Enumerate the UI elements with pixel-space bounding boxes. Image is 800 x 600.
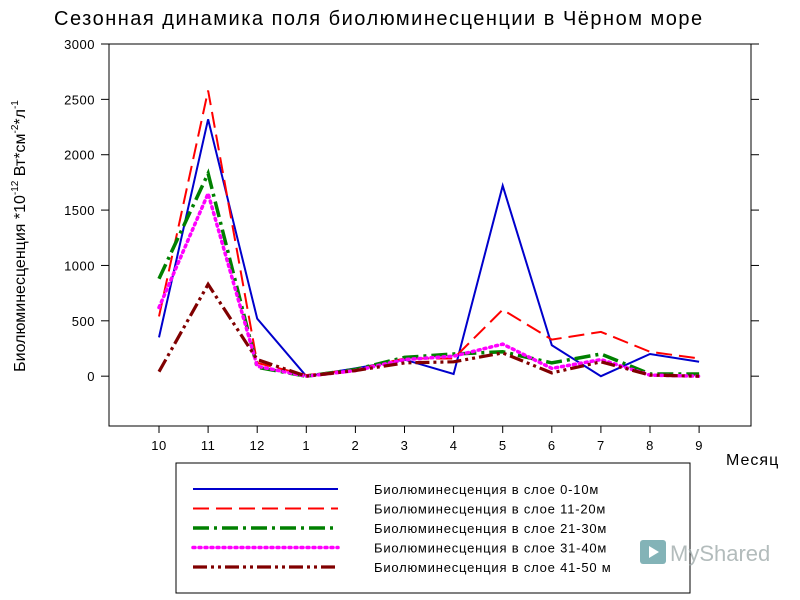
x-tick-label: 11 [201, 438, 216, 453]
y-tick-label: 1500 [64, 203, 95, 218]
y-axis-label-exp1: -12 [10, 180, 21, 195]
x-tick-label: 5 [499, 438, 507, 453]
y-axis-label-mid: Вт*см [12, 134, 29, 181]
y-tick-label: 500 [72, 314, 95, 329]
series-line-4 [157, 188, 701, 378]
y-tick-label: 0 [87, 369, 95, 384]
x-tick-label: 7 [597, 438, 605, 453]
x-tick-label: 2 [352, 438, 360, 453]
y-axis-label: Биолюминесценция *10-12 Вт*см-2*л-1 [10, 100, 29, 372]
x-axis-label: Месяц [726, 452, 779, 469]
y-axis-label-exp2: -2 [10, 124, 21, 133]
series-line-2 [158, 90, 700, 377]
watermark-text: MyShared [670, 541, 770, 566]
x-tick-label: 6 [548, 438, 556, 453]
plot-area-frame [108, 43, 752, 427]
x-tick-label: 4 [450, 438, 458, 453]
x-tick-label: 8 [646, 438, 654, 453]
play-icon [649, 546, 659, 558]
x-tick-label: 3 [401, 438, 409, 453]
x-tick-label: 9 [695, 438, 703, 453]
y-tick-label: 1000 [64, 258, 95, 273]
y-axis: 0 500 1000 1500 2000 2500 3000 [64, 37, 759, 384]
x-tick-label: 10 [151, 438, 166, 453]
x-axis: 10 11 12 1 2 3 4 5 6 7 8 9 [151, 426, 703, 453]
chart-title: Сезонная динамика поля биолюминесценции … [54, 8, 704, 30]
y-axis-label-mid2: *л [12, 109, 29, 125]
x-tick-label: 12 [249, 438, 264, 453]
legend-label-2: Биолюминесценция в слое 11-20м [374, 502, 606, 517]
series-line-3 [157, 168, 700, 378]
legend-label-5: Биолюминесценция в слое 41-50 м [374, 560, 612, 575]
legend-label-3: Биолюминесценция в слое 21-30м [374, 521, 607, 536]
y-tick-label: 2500 [64, 92, 95, 107]
series-lines [157, 90, 701, 378]
x-tick-label: 1 [302, 438, 310, 453]
y-axis-label-main: Биолюминесценция *10 [12, 195, 29, 372]
y-tick-label: 2000 [64, 148, 95, 163]
legend-label-1: Биолюминесценция в слое 0-10м [374, 482, 599, 497]
legend-label-4: Биолюминесценция в слое 31-40м [374, 541, 607, 556]
y-tick-label: 3000 [64, 37, 95, 52]
series-line-5 [157, 281, 700, 378]
y-axis-label-exp3: -1 [10, 100, 21, 109]
series-line-1 [158, 119, 700, 378]
legend: Биолюминесценция в слое 0-10м Биолюминесц… [191, 482, 612, 575]
watermark: MyShared [640, 540, 770, 566]
